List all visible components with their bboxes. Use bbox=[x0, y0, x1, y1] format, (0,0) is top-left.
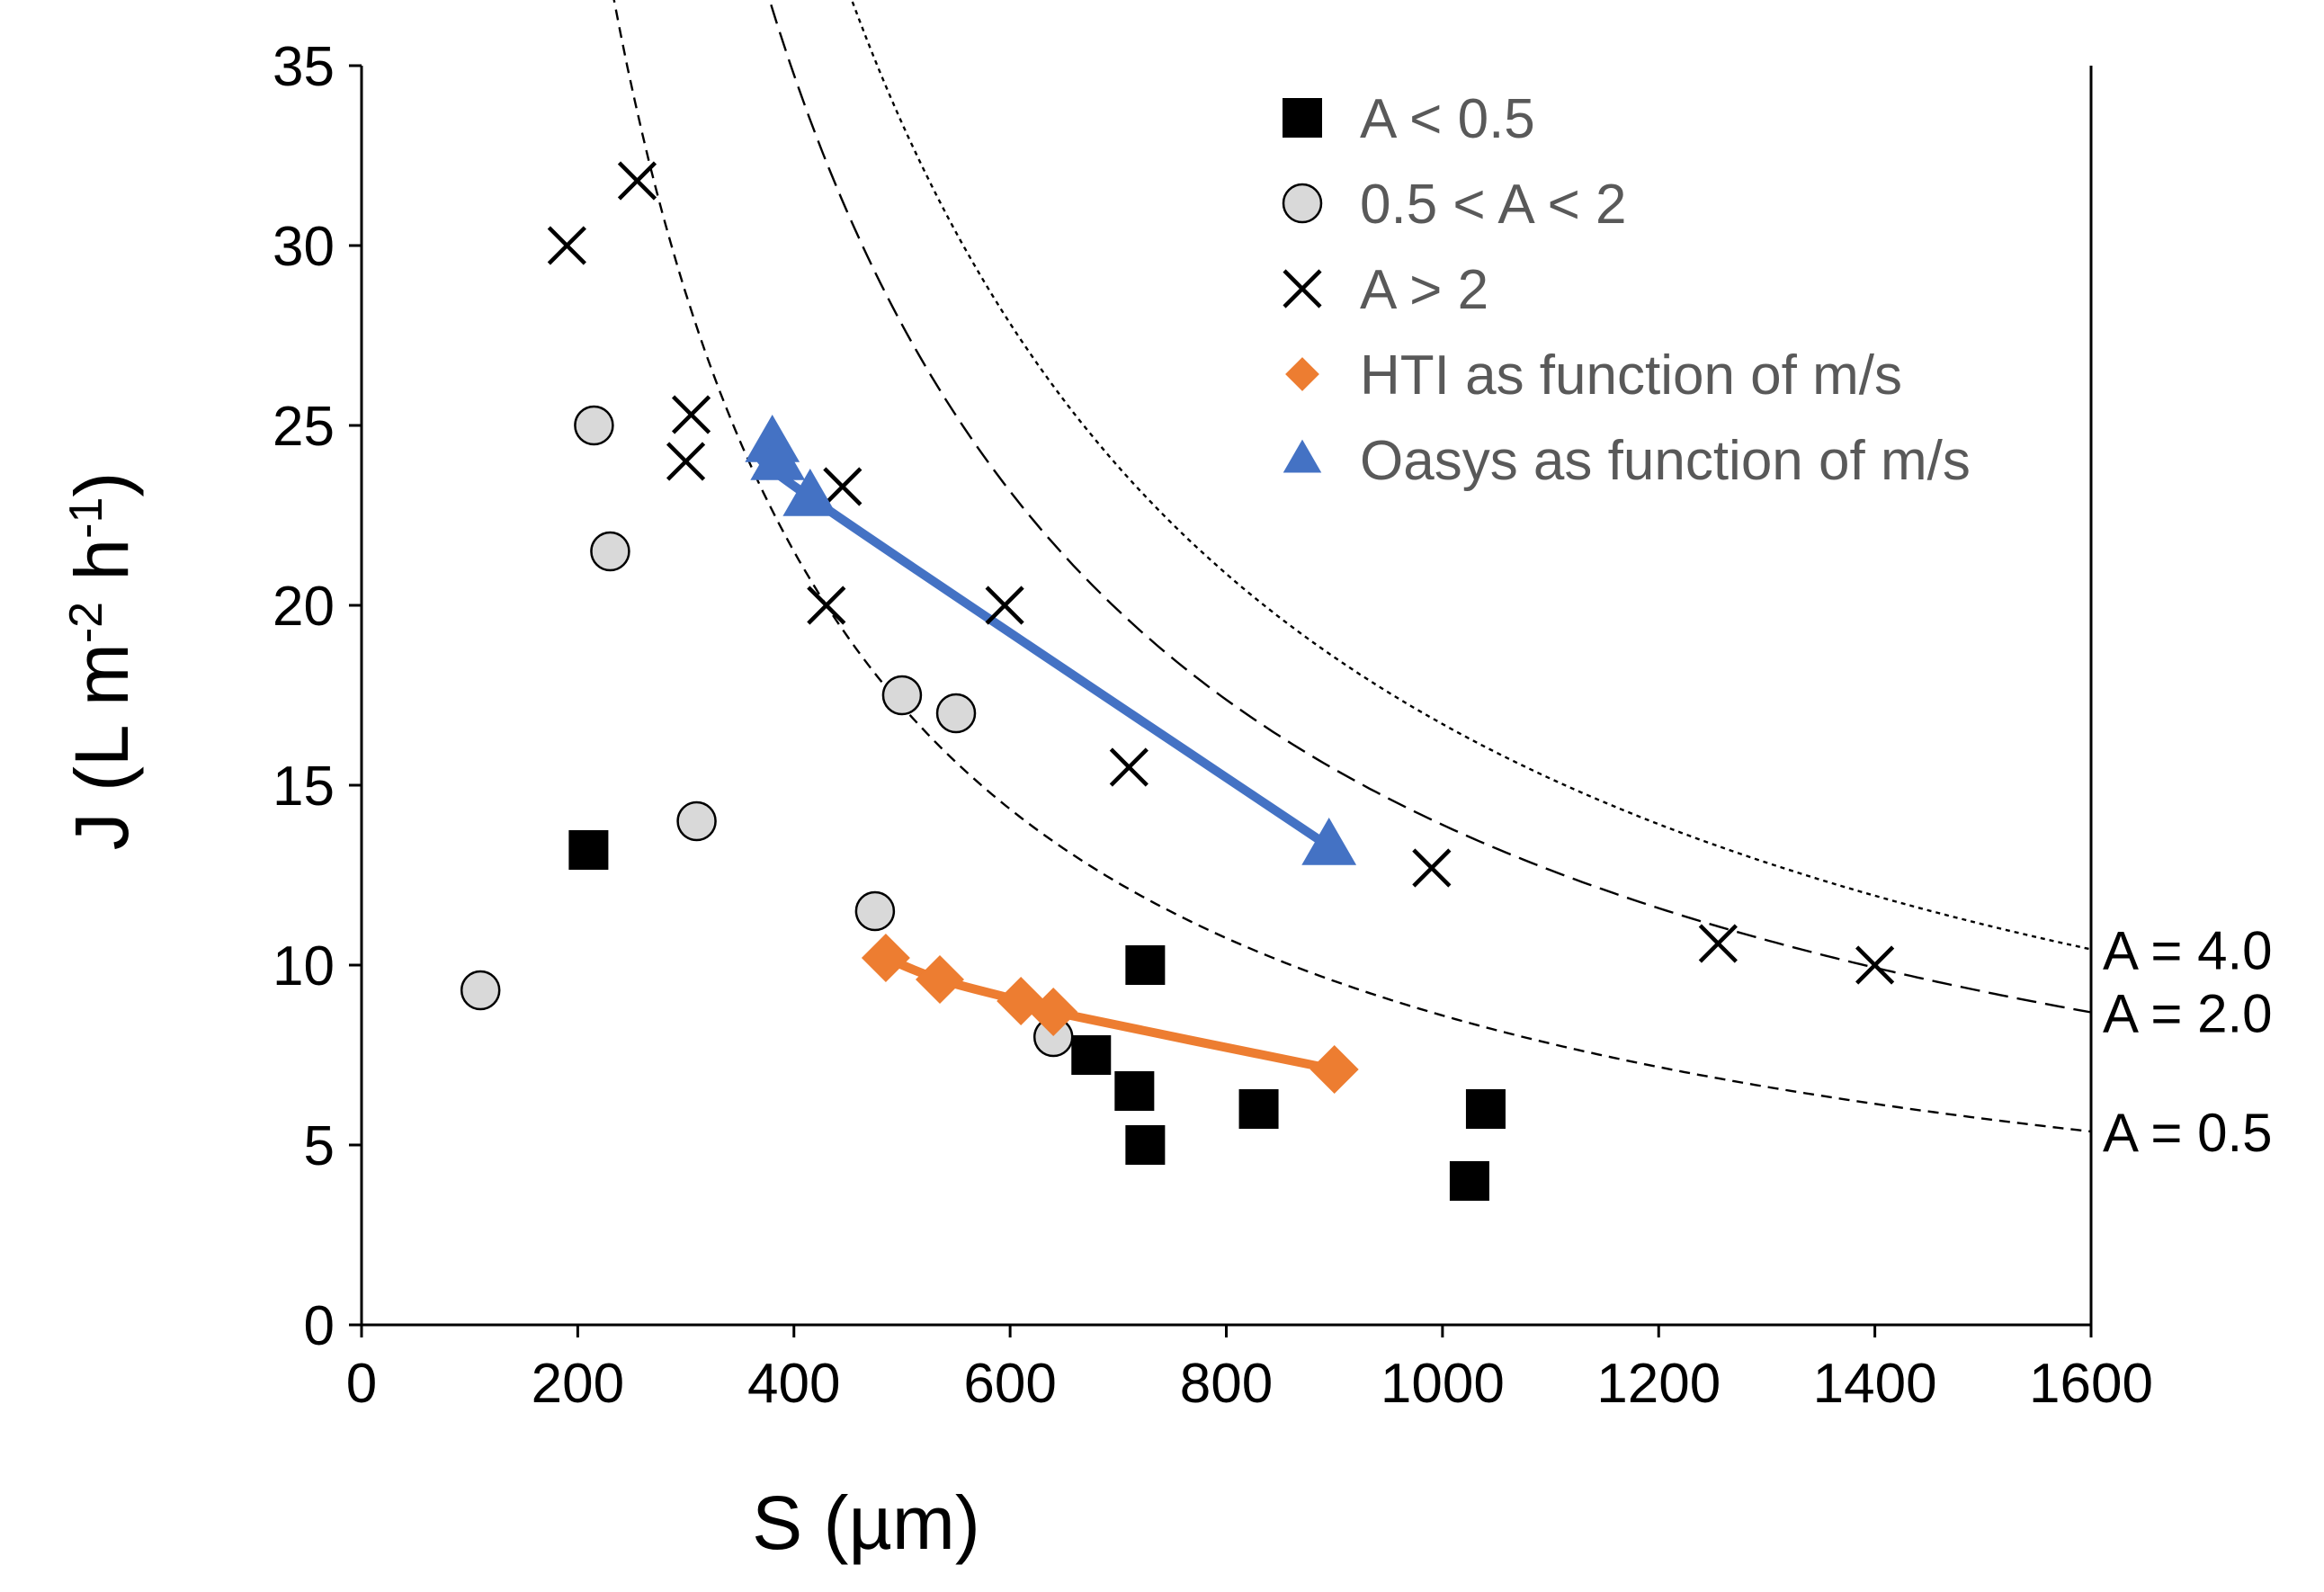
point-hti-as-function-of-m-s bbox=[861, 934, 910, 982]
reference-curves bbox=[612, 0, 2092, 1133]
x-tick-label: 1000 bbox=[1381, 1353, 1505, 1415]
y-tick-label: 10 bbox=[273, 935, 335, 997]
point-a-2 bbox=[807, 586, 846, 625]
point-hti-as-function-of-m-s bbox=[916, 955, 965, 1004]
point-0-5-a-2 bbox=[574, 405, 614, 446]
point-a-2 bbox=[823, 467, 863, 506]
y-title-sup1: -2 bbox=[60, 602, 112, 643]
axis-ticks: 0 200 400 600 800 1000 1200 1400 1600 0 5 10 15 20 25 3… bbox=[273, 36, 2153, 1415]
y-title-sup2: -1 bbox=[60, 497, 112, 539]
x-tick-label: 0 bbox=[346, 1353, 377, 1415]
point-a-2 bbox=[617, 161, 657, 201]
point-0-5-a-2 bbox=[854, 890, 896, 932]
point-a-2 bbox=[1855, 945, 1895, 985]
reference-curve-label: A = 2.0 bbox=[2103, 984, 2273, 1044]
x-tick-label: 800 bbox=[1180, 1353, 1273, 1415]
legend-label-a-2: A > 2 bbox=[1360, 259, 1488, 321]
legend-marker-group bbox=[1283, 439, 1322, 473]
x-tick-label: 1400 bbox=[1813, 1353, 1937, 1415]
legend-marker-oasys-as-function-of-m-s bbox=[1283, 439, 1322, 473]
legend-marker-0-5-a-2 bbox=[1282, 183, 1323, 224]
point-oasys-as-function-of-m-s bbox=[750, 433, 806, 480]
y-tick-label: 25 bbox=[273, 396, 335, 458]
point-0-5-a-2 bbox=[460, 970, 501, 1011]
point-a-0-5 bbox=[1071, 1035, 1112, 1075]
x-axis-title: S (µm) bbox=[752, 1480, 980, 1565]
y-axis-title: J (L m-2 h-1) bbox=[59, 472, 144, 851]
point-oasys-as-function-of-m-s bbox=[1301, 818, 1357, 865]
point-a-2 bbox=[1412, 848, 1452, 888]
point-oasys-as-function-of-m-s bbox=[782, 469, 838, 516]
legend-marker-group bbox=[1285, 357, 1319, 391]
legend-label-0-5-a-2: 0.5 < A < 2 bbox=[1360, 174, 1627, 236]
point-a-2 bbox=[1698, 924, 1738, 963]
y-tick-label: 15 bbox=[273, 756, 335, 818]
point-a-0-5 bbox=[1125, 945, 1166, 985]
y-tick-label: 30 bbox=[273, 216, 335, 278]
y-title-lead: J (L m bbox=[59, 643, 144, 850]
point-a-0-5 bbox=[1465, 1089, 1506, 1129]
point-a-2 bbox=[1109, 747, 1149, 787]
reference-curve-label: A = 4.0 bbox=[2103, 921, 2273, 981]
point-a-0-5 bbox=[568, 830, 609, 870]
legend-label-a-0-5: A < 0.5 bbox=[1360, 88, 1535, 150]
point-0-5-a-2 bbox=[590, 531, 630, 572]
point-a-0-5 bbox=[1114, 1071, 1155, 1111]
legend-marker-group bbox=[1283, 98, 1322, 138]
legend-marker-group bbox=[1283, 269, 1322, 309]
x-tick-label: 400 bbox=[747, 1353, 840, 1415]
y-tick-label: 0 bbox=[304, 1295, 335, 1357]
point-hti-as-function-of-m-s bbox=[1309, 1045, 1359, 1094]
legend: A < 0.5 0.5 < A < 2 A > 2 HTI as function o… bbox=[1282, 88, 1971, 492]
y-tick-label: 35 bbox=[273, 36, 335, 98]
point-0-5-a-2 bbox=[881, 675, 923, 716]
legend-marker-hti-as-function-of-m-s bbox=[1285, 357, 1319, 391]
reference-curve-a-2-0 bbox=[768, 0, 2092, 1014]
x-tick-label: 1200 bbox=[1596, 1353, 1721, 1415]
point-a-2 bbox=[666, 442, 706, 481]
y-title-tail: ) bbox=[59, 472, 144, 497]
legend-marker-a-0-5 bbox=[1283, 98, 1322, 138]
y-tick-label: 5 bbox=[304, 1115, 335, 1177]
reference-curve-a-4-0 bbox=[850, 0, 2092, 951]
legend-label-oasys-as-function-of-m-s: Oasys as function of m/s bbox=[1360, 430, 1971, 492]
series-line-oasys-as-function-of-m-s bbox=[755, 439, 1334, 851]
legend-label-hti-as-function-of-m-s: HTI as function of m/s bbox=[1360, 344, 1902, 407]
point-a-0-5 bbox=[1238, 1089, 1279, 1129]
legend-marker-group bbox=[1282, 183, 1323, 224]
x-tick-label: 200 bbox=[532, 1353, 624, 1415]
point-a-2 bbox=[547, 226, 586, 265]
point-0-5-a-2 bbox=[935, 693, 977, 734]
point-a-0-5 bbox=[1449, 1161, 1489, 1201]
y-tick-label: 20 bbox=[273, 576, 335, 638]
point-a-0-5 bbox=[1125, 1125, 1166, 1165]
point-0-5-a-2 bbox=[676, 800, 717, 842]
reference-curve-labels: A = 4.0A = 2.0 A = 0.5 bbox=[2103, 921, 2273, 1164]
point-a-2 bbox=[985, 586, 1024, 625]
reference-curve-label: A = 0.5 bbox=[2103, 1103, 2273, 1163]
data-markers bbox=[460, 161, 1895, 1201]
x-tick-label: 600 bbox=[963, 1353, 1056, 1415]
x-tick-label: 1600 bbox=[2029, 1353, 2153, 1415]
reference-curve-a-0-5 bbox=[612, 0, 2092, 1133]
plot-frame bbox=[360, 66, 2093, 1327]
point-hti-as-function-of-m-s bbox=[1029, 988, 1078, 1036]
legend-marker-a-2 bbox=[1283, 269, 1322, 309]
y-title-mid: h bbox=[59, 539, 144, 602]
point-a-2 bbox=[671, 395, 711, 434]
